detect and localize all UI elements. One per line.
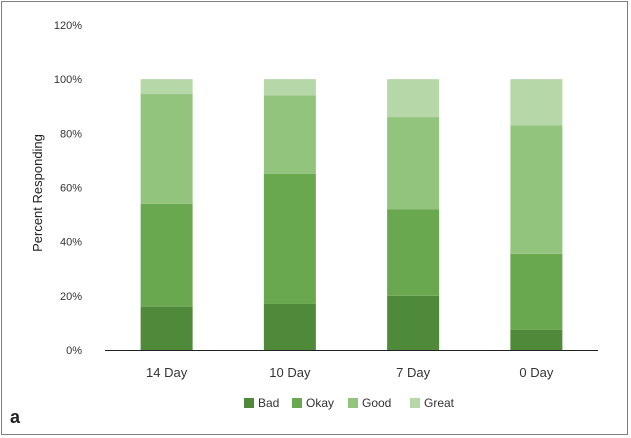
- legend-label-great: Great: [424, 396, 455, 410]
- bar-segment-bad: [510, 329, 563, 350]
- y-axis-title: Percent Responding: [30, 134, 45, 252]
- legend-label-good: Good: [362, 396, 391, 410]
- x-axis-labels: 14 Day 10 Day 7 Day 0 Day: [146, 365, 554, 380]
- bar-segment-okay: [510, 253, 563, 330]
- bar-segment-good: [140, 94, 193, 204]
- x-tick-label: 0 Day: [519, 365, 553, 380]
- bar-segment-good: [263, 95, 316, 174]
- y-tick-label: 20%: [60, 291, 82, 303]
- bar-segment-bad: [263, 303, 316, 350]
- bar-segment-bad: [387, 295, 440, 350]
- bars: [140, 79, 563, 350]
- legend-swatch-bad: [244, 398, 254, 408]
- y-tick-label: 60%: [60, 183, 82, 195]
- bar-segment-good: [387, 117, 440, 210]
- y-tick-label: 120%: [54, 20, 82, 32]
- legend-label-okay: Okay: [306, 396, 334, 410]
- legend-label-bad: Bad: [258, 396, 279, 410]
- legend: Bad Okay Good Great: [244, 396, 455, 410]
- y-axis-ticks: 0% 20% 40% 60% 80% 100% 120%: [54, 20, 82, 357]
- legend-swatch-great: [410, 398, 420, 408]
- legend-swatch-good: [348, 398, 358, 408]
- bar-segment-great: [510, 79, 563, 126]
- x-tick-label: 14 Day: [146, 365, 188, 380]
- x-tick-label: 7 Day: [396, 365, 430, 380]
- bar-segment-great: [263, 79, 316, 96]
- bar-segment-good: [510, 125, 563, 254]
- bar-segment-great: [387, 79, 440, 118]
- legend-swatch-okay: [292, 398, 302, 408]
- y-tick-label: 0%: [66, 345, 82, 357]
- bar-segment-okay: [263, 173, 316, 304]
- y-tick-label: 100%: [54, 74, 82, 86]
- y-tick-label: 80%: [60, 128, 82, 140]
- bar-segment-great: [140, 79, 193, 95]
- bar-segment-okay: [387, 209, 440, 296]
- panel-label: a: [10, 407, 21, 427]
- bar-segment-okay: [140, 203, 193, 307]
- bar-segment-bad: [140, 306, 193, 350]
- y-tick-label: 40%: [60, 237, 82, 249]
- x-tick-label: 10 Day: [269, 365, 311, 380]
